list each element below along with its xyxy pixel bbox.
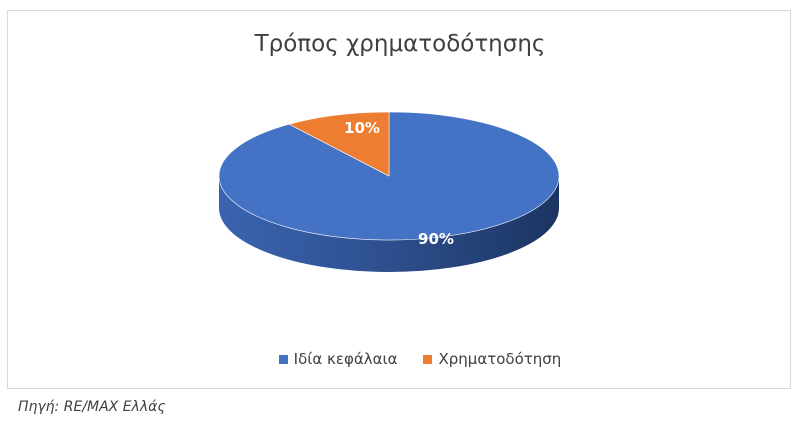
legend-label: Ιδία κεφάλαια <box>293 350 398 368</box>
pie-slice <box>288 111 390 177</box>
legend-swatch <box>423 354 433 364</box>
chart-title: Τρόπος χρηματοδότησης <box>254 31 546 57</box>
pie-side <box>219 176 559 272</box>
pie-slice <box>218 111 560 241</box>
source-note: Πηγή: RE/MAX Ελλάς <box>18 399 166 415</box>
legend-item-own-funds: Ιδία κεφάλαια <box>278 350 398 368</box>
legend: Ιδία κεφάλαια Χρηματοδότηση <box>0 350 800 368</box>
data-label: 90% <box>418 230 454 248</box>
legend-item-financing: Χρηματοδότηση <box>423 350 561 368</box>
legend-swatch <box>278 354 288 364</box>
data-label: 10% <box>344 119 380 137</box>
legend-label: Χρηματοδότηση <box>438 350 562 368</box>
